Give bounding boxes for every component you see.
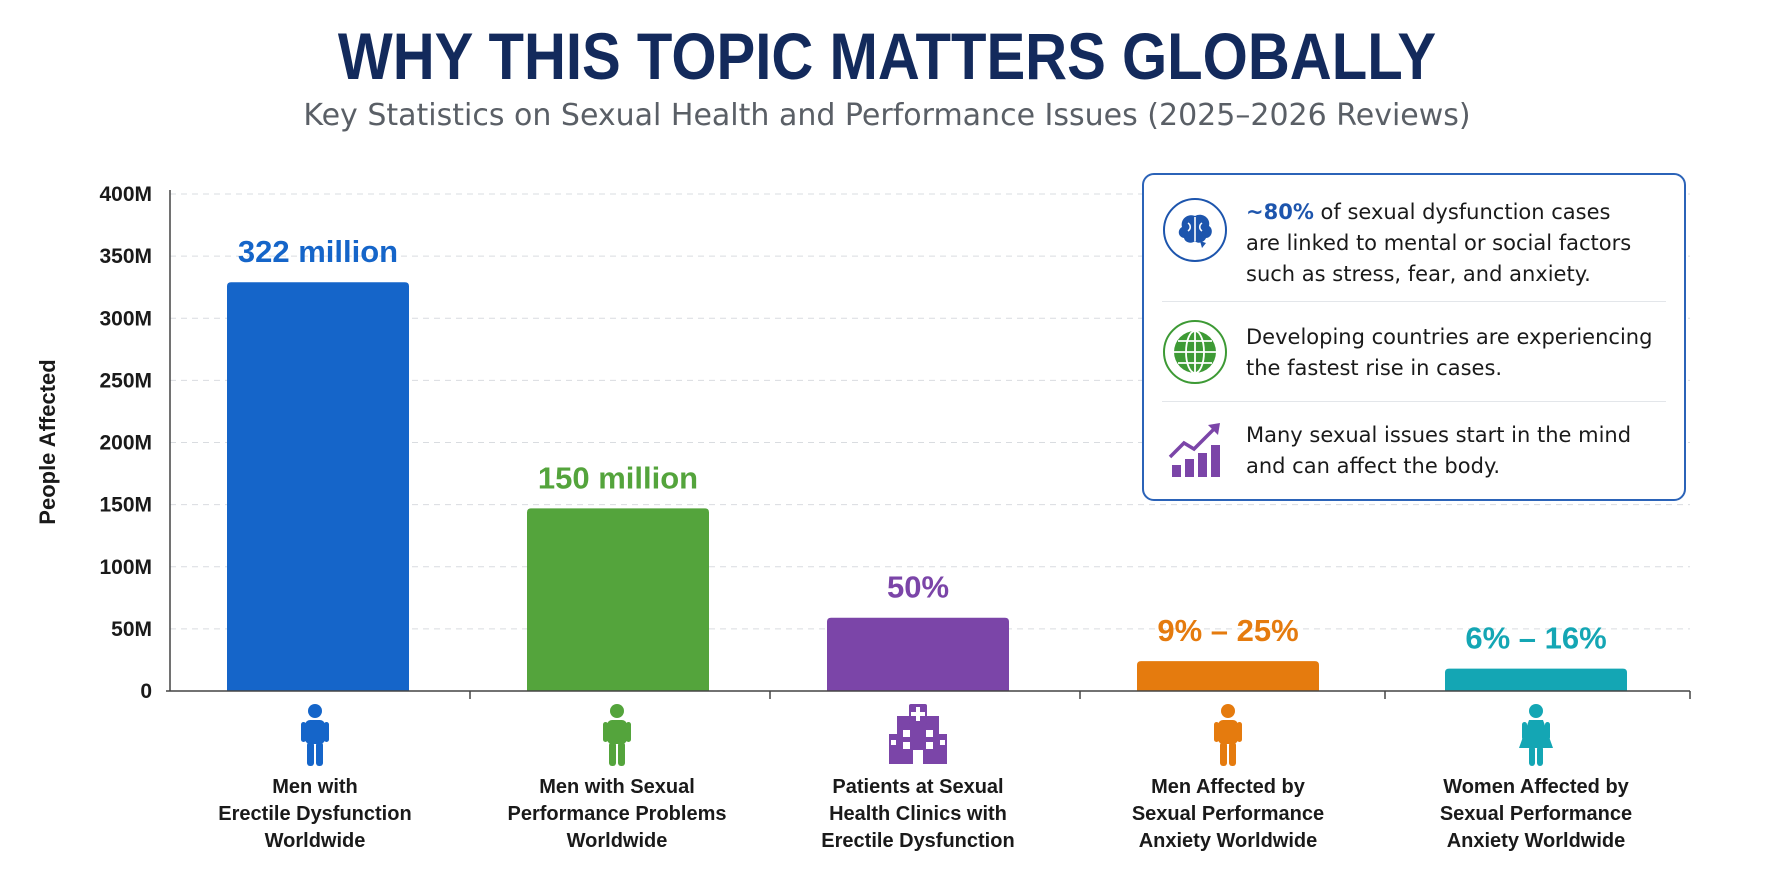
- value-labels: 322 million 150 million 50% 9% – 25% 6% – 16…: [238, 234, 1607, 655]
- chart-bars: [227, 282, 1627, 691]
- y-axis-label: People Affected: [35, 359, 60, 524]
- man-icon: [603, 704, 631, 766]
- y-tick-label: 400M: [99, 183, 152, 206]
- divider: [1162, 401, 1666, 402]
- info-item: ~80% of sexual dysfunction cases are lin…: [1162, 197, 1666, 290]
- chart-axes: [166, 190, 1691, 699]
- bar-value-label: 6% – 16%: [1465, 621, 1606, 656]
- man-icon: [301, 704, 329, 766]
- growth-chart-icon: [1168, 423, 1220, 477]
- brain-icon: [1163, 198, 1227, 262]
- category-label: Men with Erectile Dysfunction Worldwide: [218, 776, 412, 852]
- category-label: Men Affected by Sexual Performance Anxie…: [1131, 776, 1325, 852]
- info-item: Many sexual issues start in the mind and…: [1162, 417, 1666, 483]
- bar-value-label: 9% – 25%: [1157, 613, 1298, 648]
- divider: [1162, 301, 1666, 302]
- category-label: Men with Sexual Performance Problems Wor…: [507, 776, 727, 852]
- y-tick-label: 150M: [99, 494, 152, 517]
- page-title: WHY THIS TOPIC MATTERS GLOBALLY: [337, 19, 1437, 93]
- y-tick-label: 300M: [99, 307, 152, 330]
- bar-value-label: 150 million: [538, 460, 698, 495]
- bar-value-label: 50%: [887, 570, 949, 605]
- man-icon: [1214, 704, 1242, 766]
- y-tick-label: 250M: [99, 369, 152, 392]
- bar: [827, 617, 1009, 691]
- bar: [527, 508, 709, 691]
- bar: [1137, 661, 1319, 691]
- y-tick-label: 0: [140, 680, 152, 703]
- key-facts-box: ~80% of sexual dysfunction cases are lin…: [1142, 173, 1686, 501]
- woman-icon: [1519, 704, 1553, 766]
- page-subtitle: Key Statistics on Sexual Health and Perf…: [303, 98, 1471, 133]
- category-label: Patients at Sexual Health Clinics with E…: [821, 776, 1015, 852]
- bar: [1445, 668, 1627, 691]
- y-tick-label: 50M: [111, 618, 152, 641]
- bar-value-label: 322 million: [238, 234, 398, 269]
- y-tick-label: 100M: [99, 556, 152, 579]
- y-tick-label: 350M: [99, 245, 152, 268]
- hospital-icon: [889, 704, 947, 764]
- y-tick-label: 200M: [99, 432, 152, 455]
- globe-icon: [1163, 320, 1227, 384]
- bar: [227, 282, 409, 691]
- category-label: Women Affected by Sexual Performance Anx…: [1439, 776, 1633, 852]
- info-item: Developing countries are experiencing th…: [1162, 319, 1666, 385]
- y-axis-ticks: 0 50M 100M 150M 200M 250M 300M 350M 400M: [99, 183, 152, 703]
